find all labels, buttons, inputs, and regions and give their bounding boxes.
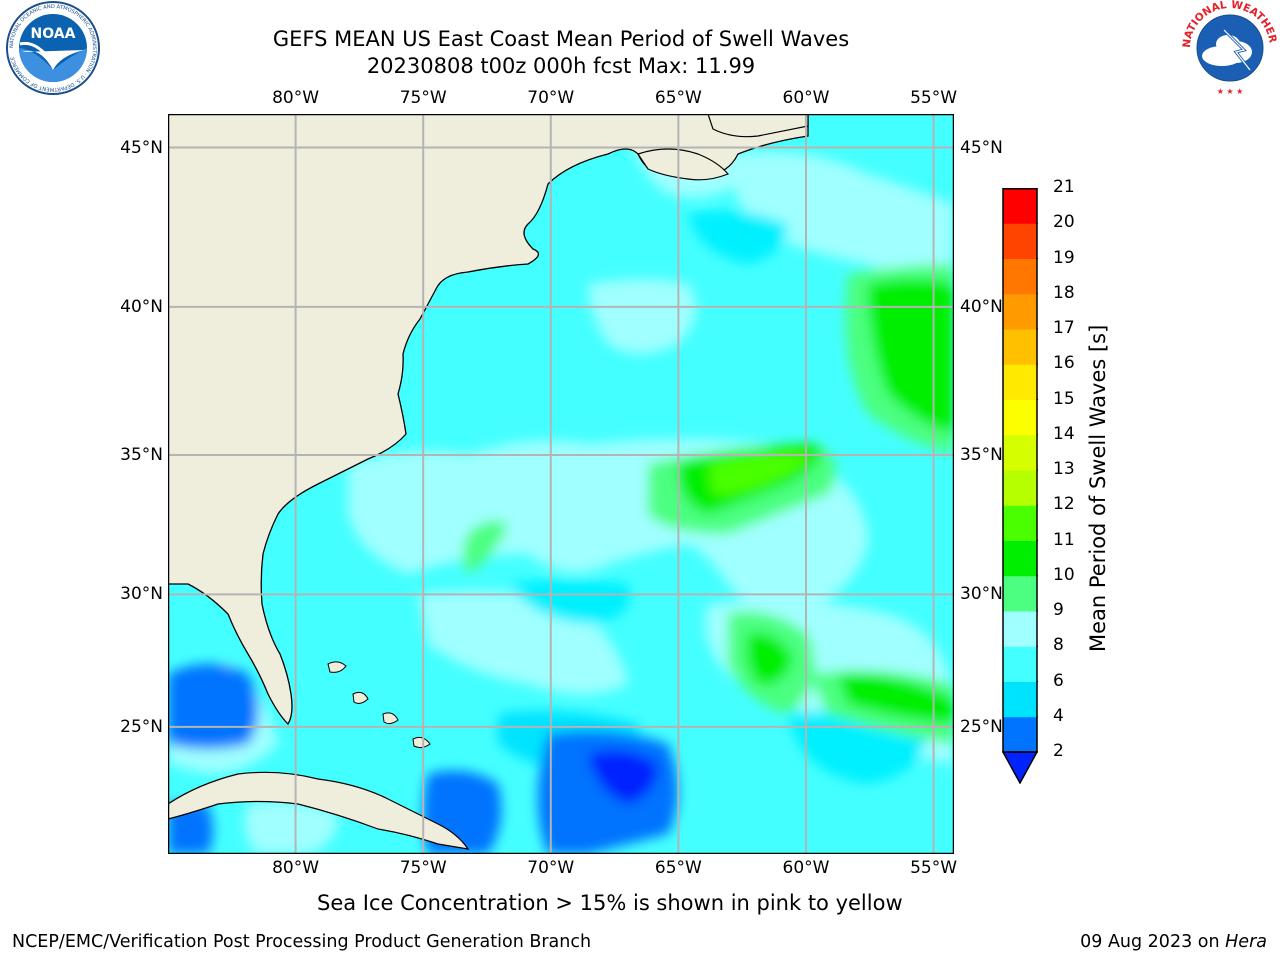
colorbar-swatch [1003, 611, 1037, 647]
footer-machine: Hera [1225, 932, 1267, 952]
colorbar-tick-label: 19 [1053, 247, 1075, 268]
colorbar-tick-label: 17 [1053, 318, 1075, 338]
colorbar-tick-label: 12 [1053, 494, 1075, 515]
colorbar-swatch [1003, 505, 1037, 541]
lon-label-top: 75°W [399, 88, 447, 108]
colorbar-swatch [1003, 223, 1037, 259]
colorbar-tick-label: 13 [1053, 459, 1075, 479]
colorbar-tick-label: 2 [1053, 741, 1064, 761]
footer-date: 09 Aug 2023 on Hera [1080, 932, 1267, 952]
colorbar-swatch [1003, 681, 1037, 718]
map-panel [168, 114, 954, 854]
lat-label-left: 35°N [120, 445, 163, 466]
lat-label-right: 40°N [960, 296, 1003, 317]
lon-label-top: 70°W [527, 88, 575, 108]
lat-label-right: 25°N [960, 716, 1003, 737]
lon-label-bottom: 80°W [272, 858, 320, 878]
colorbar-swatch [1003, 575, 1037, 612]
lon-label-top: 55°W [910, 88, 958, 108]
footer-date-text: 09 Aug 2023 on [1080, 932, 1226, 952]
lon-label-top: 80°W [272, 88, 320, 108]
colorbar-tick-label: 8 [1053, 635, 1064, 656]
land-bahamas [327, 661, 431, 749]
land-maritimes [707, 114, 809, 138]
colorbar-tick-label: 6 [1053, 670, 1064, 691]
footer-credit: NCEP/EMC/Verification Post Processing Pr… [12, 932, 592, 952]
lat-label-right: 45°N [960, 137, 1003, 158]
colorbar-label: Mean Period of Swell Waves [s] [1086, 324, 1110, 652]
land-cuba [168, 771, 470, 850]
colorbar-tick-label: 9 [1053, 600, 1064, 620]
svg-text:★ ★ ★: ★ ★ ★ [1217, 87, 1244, 96]
colorbar-tick-label: 10 [1053, 564, 1075, 585]
lon-label-bottom: 75°W [399, 858, 447, 878]
map-border [168, 114, 954, 854]
colorbar-swatch [1003, 434, 1037, 471]
nws-logo-icon: NATIONAL WEATHER SERVICE ★ ★ ★ [1180, 0, 1279, 96]
colorbar-swatch [1003, 188, 1037, 224]
colorbar-tick-label: 18 [1053, 282, 1075, 303]
graticule [168, 114, 954, 854]
noaa-logo-icon: NOAA NATIONAL OCEANIC AND ATMOSPHERIC AD… [6, 1, 100, 95]
map-subtitle: 20230808 t00z 000h fcst Max: 11.99 [366, 54, 756, 78]
lat-label-left: 30°N [120, 584, 163, 605]
colorbar-swatch [1003, 540, 1037, 577]
colorbar [1002, 188, 1038, 784]
colorbar-swatch [1003, 716, 1037, 753]
colorbar-swatch [1003, 470, 1037, 506]
colorbar-swatch [1003, 364, 1037, 400]
colorbar-swatch [1003, 329, 1037, 365]
colorbar-swatch [1003, 399, 1037, 436]
colorbar-extend-arrow [1002, 751, 1038, 784]
lat-label-left: 40°N [120, 296, 163, 317]
colorbar-swatch [1003, 258, 1037, 295]
colorbar-tick-label: 4 [1053, 705, 1064, 726]
colorbar-tick-label: 16 [1053, 353, 1075, 374]
lon-label-top: 65°W [654, 88, 702, 108]
land-nova-scotia [637, 148, 729, 181]
lon-label-bottom: 65°W [654, 858, 702, 878]
land-north-america [168, 114, 809, 726]
colorbar-tick-label: 15 [1053, 388, 1075, 409]
lon-label-bottom: 55°W [910, 858, 958, 878]
lon-label-bottom: 70°W [527, 858, 575, 878]
swell-period-field [168, 129, 954, 854]
lat-label-right: 30°N [960, 584, 1003, 605]
colorbar-swatch [1003, 646, 1037, 682]
colorbar-tick-label: 21 [1053, 177, 1075, 197]
lat-label-left: 25°N [120, 716, 163, 737]
map-title: GEFS MEAN US East Coast Mean Period of S… [272, 27, 850, 51]
colorbar-tick-label: 11 [1053, 529, 1075, 550]
sea-ice-note: Sea Ice Concentration > 15% is shown in … [317, 891, 903, 915]
noaa-center-text: NOAA [31, 26, 76, 42]
lat-label-right: 35°N [960, 445, 1003, 466]
lat-label-left: 45°N [120, 137, 163, 158]
lon-label-bottom: 60°W [782, 858, 830, 878]
colorbar-swatch [1003, 293, 1037, 330]
colorbar-tick-label: 14 [1053, 423, 1075, 444]
colorbar-tick-label: 20 [1053, 212, 1075, 233]
lon-label-top: 60°W [782, 88, 830, 108]
